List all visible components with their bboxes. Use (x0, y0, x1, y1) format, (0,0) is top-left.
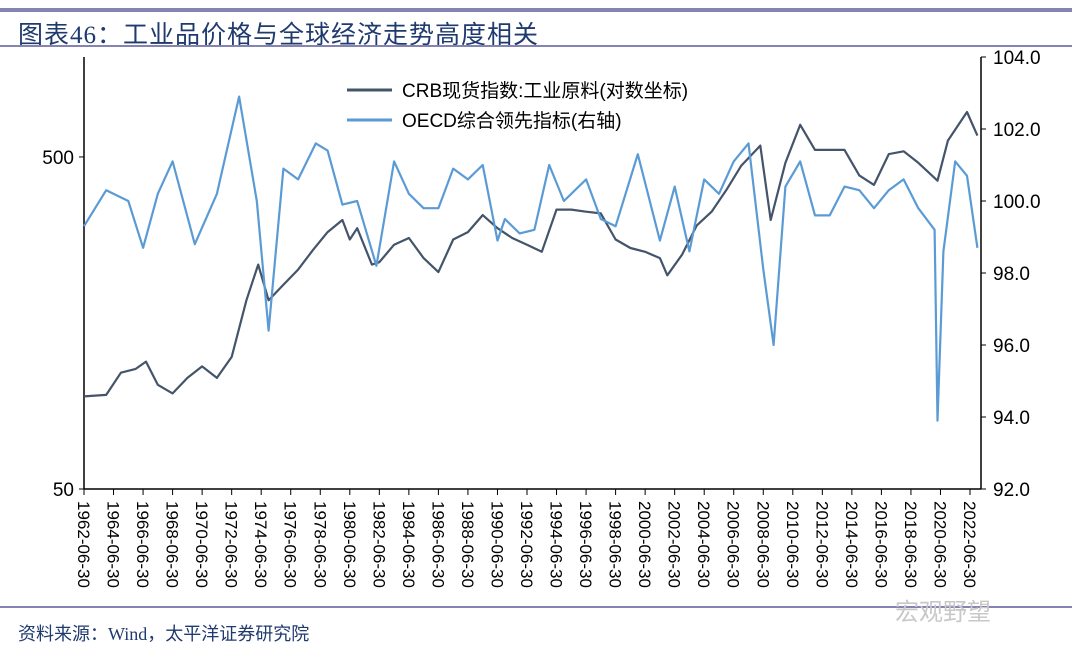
x-tick-label: 1990-06-30 (487, 501, 506, 588)
crb-series-line (83, 110, 979, 398)
right-tick-label: 96.0 (993, 336, 1030, 357)
right-tick-label: 102.0 (993, 120, 1041, 141)
x-tick-label: 1968-06-30 (163, 501, 182, 588)
x-tick-label: 1962-06-30 (74, 501, 93, 588)
watermark: 宏观野望 (895, 598, 991, 626)
x-tick-label: 2008-06-30 (753, 501, 772, 588)
x-tick-label: 2022-06-30 (960, 501, 979, 588)
x-tick-label: 1992-06-30 (517, 501, 536, 588)
figure-title: 图表46：工业品价格与全球经济走势高度相关 (18, 22, 540, 49)
right-tick-label: 92.0 (993, 480, 1030, 501)
x-tick-label: 2012-06-30 (812, 501, 831, 588)
legend: CRB现货指数:工业原料(对数坐标) OECD综合领先指标(右轴) (347, 80, 688, 132)
chart: 50 500 92.0 94.0 96.0 98.0 100.0 102.0 104.0 1962… (42, 48, 1041, 588)
x-tick-label: 1994-06-30 (547, 501, 566, 588)
x-tick-label: 1984-06-30 (399, 501, 418, 588)
oecd-series-line (83, 95, 979, 422)
x-tick-label: 1976-06-30 (281, 501, 300, 588)
legend-label-crb: CRB现货指数:工业原料(对数坐标) (402, 80, 688, 102)
source-note: 资料来源：Wind，太平洋证券研究院 (18, 624, 310, 644)
x-tick-label: 1982-06-30 (369, 501, 388, 588)
x-tick-label: 2014-06-30 (842, 501, 861, 588)
left-tick-label: 50 (53, 480, 74, 501)
x-tick-label: 1980-06-30 (340, 501, 359, 588)
x-tick-label: 1986-06-30 (428, 501, 447, 588)
x-tick-label: 2002-06-30 (665, 501, 684, 588)
x-tick-label: 1996-06-30 (576, 501, 595, 588)
x-tick-label: 1970-06-30 (192, 501, 211, 588)
x-tick-label: 1964-06-30 (104, 501, 123, 588)
x-tick-label: 2018-06-30 (901, 501, 920, 588)
x-tick-label: 2006-06-30 (724, 501, 743, 588)
title-rule (0, 45, 1072, 47)
right-tick-label: 104.0 (993, 48, 1041, 69)
x-tick-label: 1978-06-30 (310, 501, 329, 588)
x-tick-label: 2010-06-30 (783, 501, 802, 588)
x-tick-label: 1966-06-30 (133, 501, 152, 588)
x-tick-label: 1974-06-30 (251, 501, 270, 588)
right-tick-label: 98.0 (993, 264, 1030, 285)
top-rule (0, 8, 1072, 12)
right-tick-label: 100.0 (993, 192, 1041, 213)
x-tick-label: 2000-06-30 (635, 501, 654, 588)
bottom-rule (0, 606, 1072, 608)
left-tick-label: 500 (42, 148, 74, 169)
x-tick-label: 2016-06-30 (871, 501, 890, 588)
x-tick-label: 2004-06-30 (694, 501, 713, 588)
legend-label-oecd: OECD综合领先指标(右轴) (402, 110, 622, 132)
x-tick-label: 1998-06-30 (606, 501, 625, 588)
x-tick-label: 1988-06-30 (458, 501, 477, 588)
right-tick-label: 94.0 (993, 408, 1030, 429)
x-tick-label: 1972-06-30 (222, 501, 241, 588)
x-tick-label: 2020-06-30 (930, 501, 949, 588)
